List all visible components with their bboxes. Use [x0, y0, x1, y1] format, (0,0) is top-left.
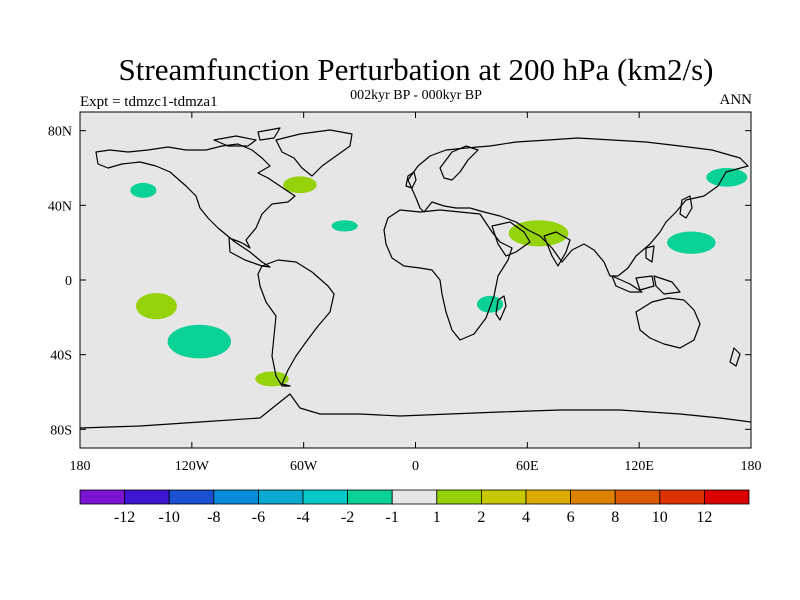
colorbar-label-14: 12	[696, 509, 712, 526]
colorbar-swatch-9	[436, 489, 482, 505]
chart-subtitle: 002kyr BP - 000kyr BP	[350, 88, 482, 103]
coastline-eurasia	[407, 137, 749, 277]
coastline-madagascar	[495, 295, 507, 321]
coastline-maritime-continent	[611, 245, 681, 295]
chart-title: Streamfunction Perturbation at 200 hPa (…	[118, 52, 714, 87]
colorbar-swatch-6	[302, 489, 348, 505]
anomaly-patch-3	[331, 220, 358, 232]
colorbar-label-4: -6	[252, 509, 265, 526]
colorbar-label-3: -8	[207, 509, 220, 526]
plot-background	[80, 112, 751, 448]
anomaly-patch-5	[706, 168, 748, 187]
colorbar-label-12: 8	[611, 509, 619, 526]
colorbar-label-13: 10	[652, 509, 668, 526]
coastline-british-isles	[405, 171, 417, 189]
colorbar-swatch-12	[570, 489, 616, 505]
y-tick-label-1: 40N	[48, 199, 72, 214]
colorbar-label-9: 2	[477, 509, 485, 526]
colorbar-swatch-5	[257, 489, 304, 505]
season-label: ANN	[719, 92, 753, 108]
y-tick-label-4: 80S	[50, 423, 72, 438]
coastline-arabia	[491, 221, 531, 257]
x-tick-label-3: 0	[412, 459, 419, 474]
colorbar-swatch-7	[347, 489, 393, 505]
x-tick-label-2: 60W	[290, 459, 318, 474]
anomaly-patch-1	[130, 182, 157, 198]
anomaly-patch-6	[667, 231, 716, 254]
coastline-japan	[679, 195, 693, 219]
x-tick-label-0: 180	[70, 459, 91, 474]
y-tick-label-2: 0	[65, 274, 72, 289]
colorbar-label-6: -2	[341, 509, 354, 526]
colorbar-swatch-3	[168, 489, 215, 505]
coastline-north-america	[95, 143, 296, 268]
x-tick-label-1: 120W	[175, 459, 210, 474]
colorbar-label-11: 6	[567, 509, 575, 526]
coastline-australia	[635, 297, 701, 349]
coastline-layer	[79, 127, 752, 429]
coastline-arctic-islands	[213, 127, 281, 147]
coastline-africa	[383, 209, 513, 341]
colorbar-label-8: 1	[433, 509, 441, 526]
experiment-label: Expt = tdmzc1-tdmza1	[80, 94, 218, 110]
coastline-new-zealand	[729, 347, 741, 367]
colorbar-swatch-2	[124, 489, 170, 505]
coastline-south-america	[257, 259, 335, 387]
axis-layer: 180 120W 60W 0 60E 120E 180 80N 40N 0 40S 80S	[48, 112, 762, 474]
colorbar-swatch-13	[614, 489, 661, 505]
x-tick-label-6: 180	[741, 459, 762, 474]
coastline-india	[543, 231, 571, 267]
colorbar-label-1: -12	[114, 509, 135, 526]
colorbar-swatch-11	[525, 489, 571, 505]
x-tick-label-5: 120E	[624, 459, 654, 474]
x-tick-label-4: 60E	[516, 459, 539, 474]
anomaly-patch-8	[167, 324, 231, 359]
colorbar-swatch-4	[213, 489, 259, 505]
colorbar-swatch-1	[79, 489, 125, 505]
colorbar-swatch-8	[391, 489, 438, 505]
y-tick-label-0: 80N	[48, 125, 72, 140]
coastline-scandinavia	[439, 145, 479, 181]
colorbar-label-10: 4	[522, 509, 530, 526]
anomaly-patch-2	[283, 176, 317, 194]
colorbar-swatch-14	[659, 489, 705, 505]
colorbar-swatch-10	[480, 489, 527, 505]
colorbar-label-7: -1	[386, 509, 399, 526]
y-tick-label-3: 40S	[50, 349, 72, 364]
coastline-greenland	[275, 129, 353, 177]
colorbar: -12 -10 -8 -6 -4 -2 -1 1 2 4 6 8 10 12	[79, 489, 750, 526]
colorbar-swatch-15	[704, 489, 750, 505]
anomaly-patch-7	[135, 293, 177, 320]
anomaly-patch-9	[477, 295, 504, 313]
colorbar-label-2: -10	[159, 509, 180, 526]
coastline-antarctica	[79, 393, 752, 429]
colorbar-label-5: -4	[296, 509, 309, 526]
